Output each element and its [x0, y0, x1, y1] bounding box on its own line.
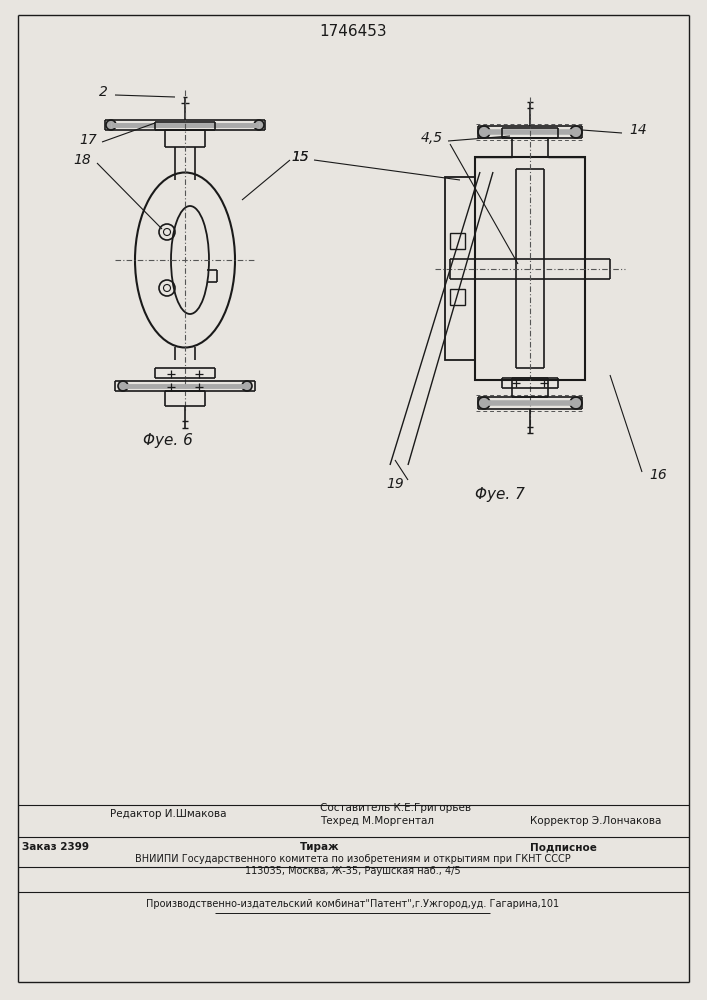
Text: 14: 14: [629, 123, 647, 137]
Circle shape: [242, 381, 252, 391]
Text: 16: 16: [649, 468, 667, 482]
Text: 15: 15: [291, 150, 309, 164]
Text: Корректор Э.Лончакова: Корректор Э.Лончакова: [530, 816, 661, 826]
Text: 1746453: 1746453: [319, 24, 387, 39]
Text: Подписное: Подписное: [530, 842, 597, 852]
Text: 19: 19: [386, 477, 404, 491]
Text: 113035, Москва, Ж-35, Раушская наб., 4/5: 113035, Москва, Ж-35, Раушская наб., 4/5: [245, 866, 461, 876]
Circle shape: [106, 120, 116, 130]
Circle shape: [478, 126, 490, 138]
Circle shape: [254, 120, 264, 130]
Circle shape: [118, 381, 128, 391]
Circle shape: [570, 126, 582, 138]
Circle shape: [570, 397, 582, 409]
Circle shape: [478, 397, 490, 409]
Text: Φуе. 6: Φуе. 6: [143, 432, 193, 448]
Bar: [450, 289, 465, 305]
Text: Производственно-издательский комбинат"Патент",г.Ужгород,уд. Гагарина,101: Производственно-издательский комбинат"Па…: [146, 899, 559, 909]
Bar: [445, 177, 475, 360]
Bar: [450, 233, 465, 249]
Text: 17: 17: [79, 133, 97, 147]
Text: 18: 18: [73, 153, 91, 167]
Text: ВНИИПИ Государственного комитета по изобретениям и открытиям при ГКНТ СССР: ВНИИПИ Государственного комитета по изоб…: [135, 854, 571, 864]
Text: 2: 2: [98, 85, 107, 99]
Text: Φуе. 7: Φуе. 7: [475, 488, 525, 502]
Text: Тираж: Тираж: [300, 842, 339, 852]
Text: Заказ 2399: Заказ 2399: [22, 842, 89, 852]
Text: Техред М.Моргентал: Техред М.Моргентал: [320, 816, 434, 826]
Text: Составитель К.Е.Григорьев: Составитель К.Е.Григорьев: [320, 803, 471, 813]
Text: 15: 15: [291, 150, 309, 164]
Text: Редактор И.Шмакова: Редактор И.Шмакова: [110, 809, 226, 819]
Text: 4,5: 4,5: [421, 131, 443, 145]
Bar: [475, 157, 585, 380]
